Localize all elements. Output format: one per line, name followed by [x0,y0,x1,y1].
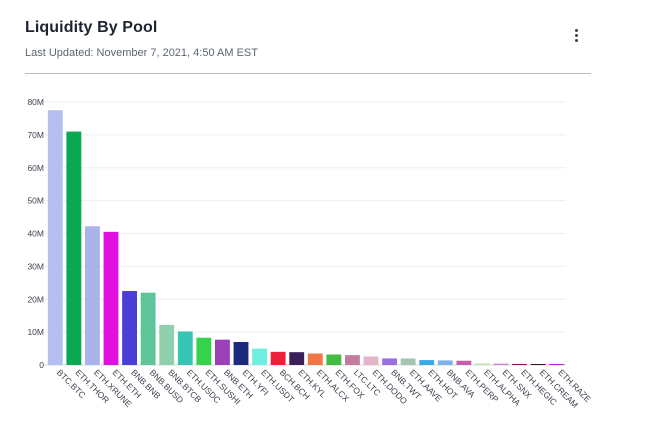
bar[interactable] [363,356,379,365]
kebab-dot [574,33,578,37]
y-tick-label: 0 [39,360,44,370]
y-tick-label: 20M [27,294,44,304]
bar[interactable] [549,364,565,365]
bar[interactable] [512,364,527,365]
bar[interactable] [103,231,119,365]
bar[interactable] [122,291,137,365]
bar[interactable] [85,226,100,365]
bar[interactable] [196,337,212,365]
bar[interactable] [419,360,435,365]
y-axis: 0 10M 20M 30M 40M 50M 60M 70M 80M [27,97,44,370]
bar[interactable] [345,355,360,365]
bar[interactable] [66,131,82,365]
bar[interactable] [47,110,63,365]
bar[interactable] [307,353,323,365]
bar[interactable] [437,360,453,365]
bar[interactable] [140,292,156,365]
bar[interactable] [475,363,490,365]
bar[interactable] [289,352,305,365]
kebab-menu-icon[interactable] [566,24,586,46]
y-tick-label: 40M [27,229,44,239]
bar[interactable] [270,351,286,365]
y-tick-label: 70M [27,130,44,140]
bar[interactable] [493,363,509,365]
bar[interactable] [233,341,249,365]
bar[interactable] [326,354,342,365]
card-title: Liquidity By Pool [25,19,158,36]
x-axis: BTC.BTCETH.THORETH.XRUNEETH.ETHBNB.BNBBN… [55,367,593,409]
bar[interactable] [382,358,397,365]
bar[interactable] [456,360,472,365]
kebab-dot [574,38,578,42]
header-divider [25,73,591,74]
y-tick-label: 30M [27,261,44,271]
bar[interactable] [252,348,267,365]
bars [47,110,565,365]
bar[interactable] [400,358,416,365]
kebab-dot [574,28,578,32]
bar[interactable] [530,364,546,365]
y-tick-label: 10M [27,327,44,337]
bar[interactable] [215,339,230,365]
y-tick-label: 60M [27,163,44,173]
bar[interactable] [177,331,193,365]
bar[interactable] [159,324,175,365]
y-tick-label: 50M [27,196,44,206]
y-tick-label: 80M [27,97,44,107]
last-updated-text: Last Updated: November 7, 2021, 4:50 AM … [25,47,258,59]
